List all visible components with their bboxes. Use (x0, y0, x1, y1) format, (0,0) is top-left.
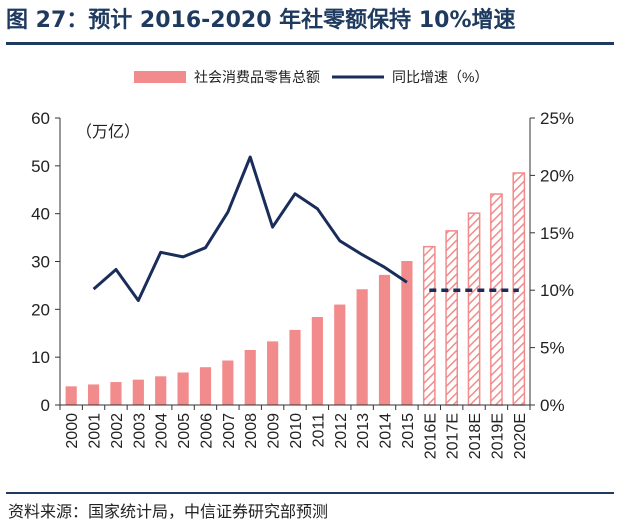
x-tick-label-2019E: 2019E (489, 413, 506, 459)
bar-2010 (289, 329, 301, 405)
x-tick-label-2012: 2012 (333, 413, 350, 449)
x-tick-label-2003: 2003 (131, 413, 148, 449)
unit-label: （万亿） (76, 123, 140, 141)
source-rule (6, 492, 614, 494)
bar-2009 (267, 341, 279, 405)
x-tick-label-2020E: 2020E (512, 413, 529, 459)
x-tick-label-2017E: 2017E (445, 413, 462, 459)
x-tick-label-2009: 2009 (266, 413, 283, 449)
left-tick-label-30: 30 (31, 253, 50, 272)
growth-line-actual (92, 155, 408, 302)
x-tick-label-2000: 2000 (64, 413, 81, 449)
x-tick-label-2007: 2007 (221, 413, 238, 449)
bar-2017E (445, 230, 459, 406)
x-tick-label-2002: 2002 (109, 413, 126, 449)
bar-2006 (199, 367, 212, 405)
legend-bar-label: 社会消费品零售总额 (194, 69, 320, 85)
left-tick-label-60: 60 (31, 109, 50, 128)
bar-2007 (222, 360, 234, 405)
x-tick-label-2008: 2008 (243, 413, 260, 449)
right-tick-label-3: 15% (540, 224, 574, 243)
x-tick-label-2018E: 2018E (467, 413, 484, 459)
right-tick-label-5: 25% (540, 109, 574, 128)
title-rule (6, 42, 614, 45)
bar-2005 (177, 372, 189, 405)
bar-2012 (334, 304, 346, 405)
x-tick-label-2016E: 2016E (422, 413, 439, 459)
right-tick-label-0: 0% (540, 396, 565, 415)
bar-2008 (244, 349, 256, 405)
x-tick-label-2004: 2004 (154, 413, 171, 449)
legend-line-label: 同比增速（%） (392, 69, 488, 85)
legend-bar-swatch (134, 71, 186, 83)
x-tick-label-2006: 2006 (198, 413, 215, 449)
x-tick-label-2015: 2015 (400, 413, 417, 449)
right-tick-label-4: 20% (540, 166, 574, 185)
bar-2016E (422, 245, 436, 406)
left-tick-label-40: 40 (31, 205, 50, 224)
left-tick-label-50: 50 (31, 157, 50, 176)
right-tick-label-2: 10% (540, 281, 574, 300)
bar-2015 (401, 261, 413, 405)
left-tick-label-0: 0 (41, 396, 50, 415)
left-tick-label-10: 10 (31, 348, 50, 367)
bar-2018E (467, 212, 481, 406)
bar-2019E (490, 193, 503, 406)
bar-2011 (311, 316, 323, 405)
left-tick-label-20: 20 (31, 300, 50, 319)
chart-title: 图 27：预计 2016-2020 年社零额保持 10%增速 (6, 8, 516, 33)
x-tick-label-2013: 2013 (355, 413, 372, 449)
x-tick-label-2001: 2001 (87, 413, 104, 449)
source-note: 资料来源：国家统计局，中信证券研究部预测 (8, 502, 329, 521)
x-tick-label-2014: 2014 (378, 413, 395, 449)
bar-2000 (65, 386, 77, 405)
bar-2004 (155, 376, 167, 405)
x-tick-label-2011: 2011 (310, 413, 327, 448)
x-tick-label-2010: 2010 (288, 413, 305, 449)
bar-2003 (132, 379, 144, 405)
bar-2002 (110, 382, 122, 405)
legend: 社会消费品零售总额 同比增速（%） (134, 69, 488, 85)
bar-2014 (378, 274, 391, 405)
bar-2013 (356, 289, 368, 405)
bar-2001 (87, 384, 100, 405)
right-tick-label-1: 5% (540, 339, 565, 358)
x-tick-label-2005: 2005 (176, 413, 193, 449)
